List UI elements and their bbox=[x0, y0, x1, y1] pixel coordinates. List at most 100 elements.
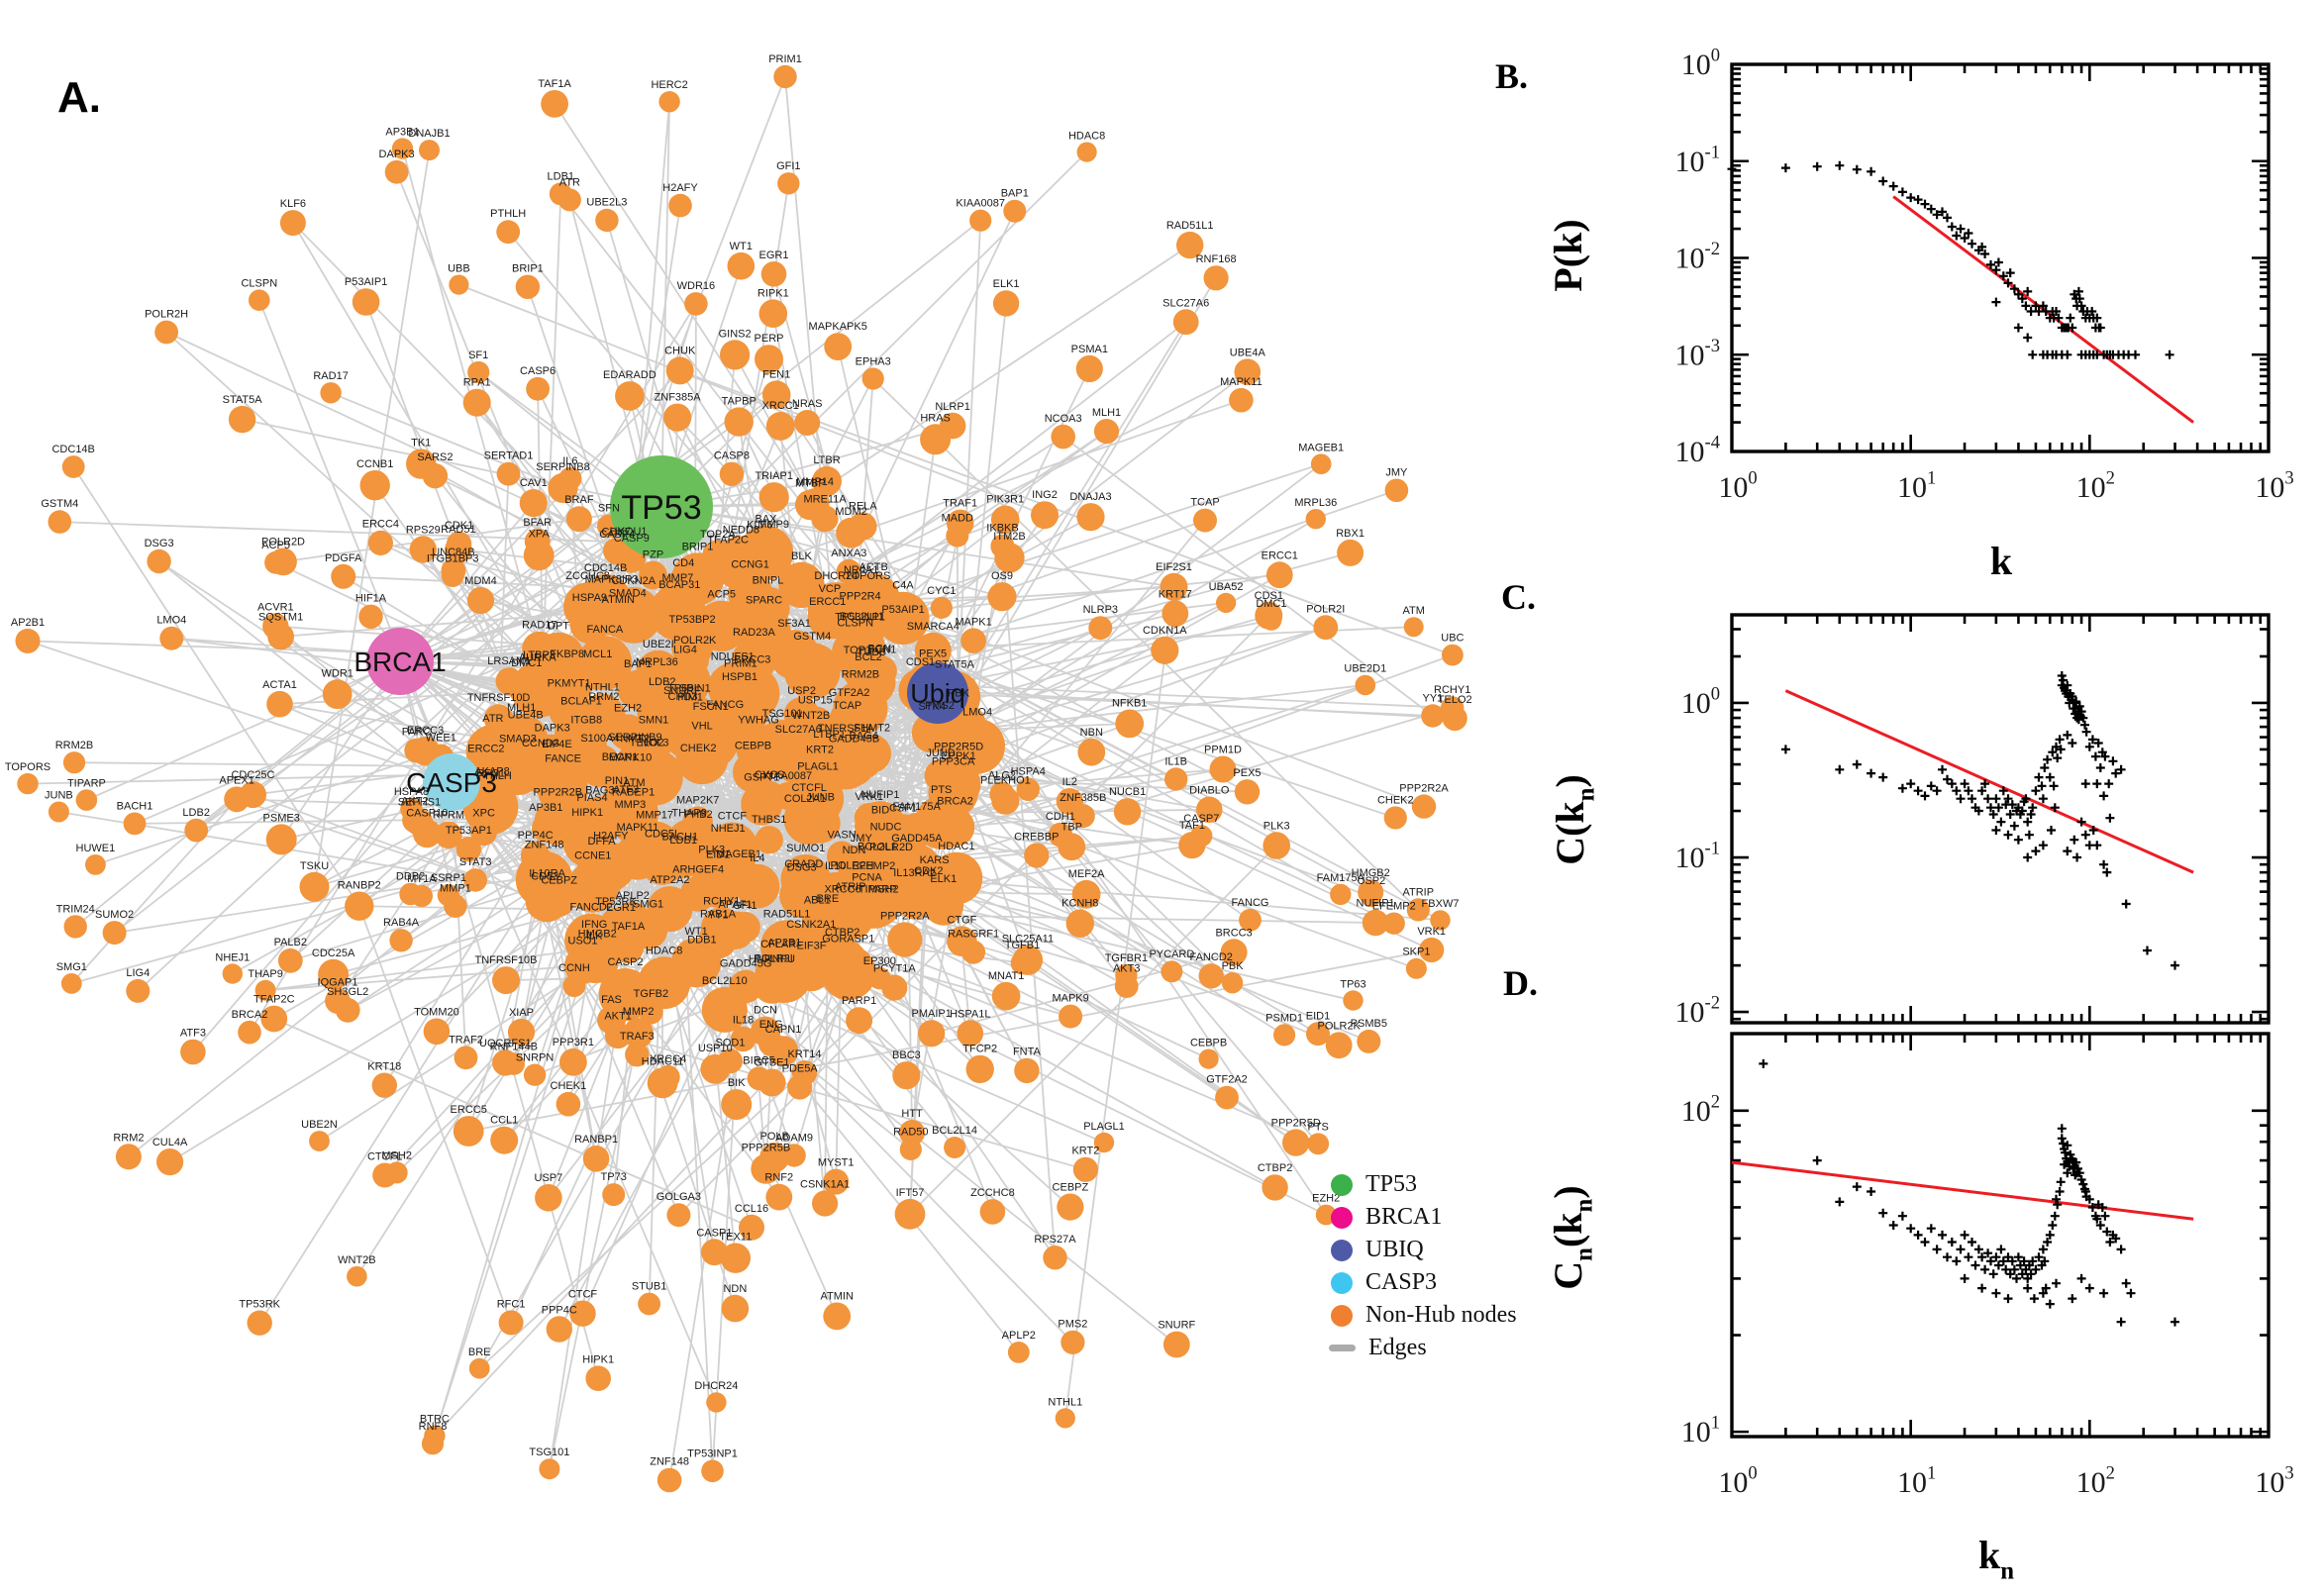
legend-label: CASP3 bbox=[1365, 1269, 1438, 1295]
network-node-label: AP2B1 bbox=[767, 938, 801, 949]
network-node bbox=[1262, 832, 1290, 859]
tick-label: 103 bbox=[2255, 1463, 2293, 1500]
network-node-label: MCL1 bbox=[583, 648, 612, 660]
network-node-label: SF1 bbox=[468, 349, 488, 361]
network-node-label: MMP9 bbox=[758, 519, 789, 531]
network-node bbox=[126, 978, 151, 1003]
network-node-label: SARS2 bbox=[417, 451, 453, 463]
network-node-label: HDAC8 bbox=[646, 945, 682, 956]
network-node-label: AP3B1 bbox=[529, 802, 562, 814]
network-node-label: MMP1 bbox=[440, 883, 471, 895]
brca1-hub-swatch-icon bbox=[1331, 1206, 1353, 1229]
network-node bbox=[48, 510, 72, 534]
network-node bbox=[759, 1142, 790, 1173]
network-node-label: AKT3 bbox=[1113, 962, 1141, 974]
network-node-label: MAPK1 bbox=[955, 616, 991, 628]
network-node-label: TAF1A bbox=[538, 78, 571, 90]
network-node bbox=[608, 599, 648, 639]
network-node-label: BCL2L1 bbox=[858, 842, 897, 853]
network-node bbox=[309, 1131, 330, 1151]
network-node bbox=[765, 412, 795, 441]
network-node-label: BAG3 bbox=[585, 785, 614, 797]
network-edge bbox=[280, 660, 401, 841]
network-node-label: POLR2D bbox=[261, 537, 305, 549]
legend-label: Edges bbox=[1368, 1335, 1427, 1360]
network-node-label: WT1 bbox=[684, 926, 707, 938]
network-node-label: EID1 bbox=[1306, 1010, 1330, 1022]
network-node-label: STAT5A bbox=[223, 394, 263, 406]
network-node-label: TBP bbox=[1061, 821, 1082, 833]
network-node-label: ATR bbox=[482, 713, 503, 725]
network-node bbox=[565, 506, 592, 533]
network-node-label: CSNK1A1 bbox=[800, 1178, 850, 1190]
network-node-label: BRCC3 bbox=[734, 654, 770, 666]
network-node bbox=[569, 1300, 596, 1327]
network-node bbox=[727, 251, 756, 280]
network-node bbox=[795, 931, 828, 963]
network-node-label: FKBP8 bbox=[550, 648, 584, 660]
network-edge bbox=[280, 609, 612, 638]
network-node-label: WDR1 bbox=[322, 667, 354, 679]
network-node-label: MDM4 bbox=[464, 575, 496, 587]
network-node bbox=[761, 380, 791, 410]
network-node bbox=[567, 804, 617, 853]
network-node-label: KLF6 bbox=[280, 198, 306, 210]
network-node bbox=[1160, 572, 1188, 601]
network-node-label: PLAGL1 bbox=[1083, 1121, 1125, 1133]
network-node bbox=[60, 973, 82, 994]
network-node-label: PMAIP1 bbox=[912, 1008, 952, 1020]
network-node-label: CDS1 bbox=[906, 656, 935, 668]
network-node-label: CRADD bbox=[784, 858, 823, 870]
network-node-label: KIAA0087 bbox=[763, 770, 813, 782]
network-node bbox=[541, 90, 568, 118]
network-node bbox=[371, 1072, 397, 1098]
network-node-label: NDN bbox=[723, 1283, 747, 1295]
network-node-label: SEPHS1 bbox=[398, 797, 441, 809]
network-node-label: USP2 bbox=[1358, 875, 1386, 887]
network-node bbox=[899, 1138, 922, 1160]
network-node bbox=[277, 948, 303, 973]
network-node-label: MT1A bbox=[407, 873, 437, 885]
network-node bbox=[1282, 1129, 1310, 1156]
network-node-label: RPRM bbox=[433, 810, 464, 822]
network-node-label: RAD51 bbox=[441, 524, 475, 536]
network-node bbox=[719, 461, 745, 486]
network-node bbox=[463, 868, 488, 892]
network-node bbox=[449, 274, 469, 295]
network-node-label: ATM bbox=[623, 777, 645, 789]
network-node-label: GADD45G bbox=[720, 958, 772, 970]
network-node-label: SUMO1 bbox=[786, 843, 825, 854]
network-node bbox=[1055, 1408, 1075, 1429]
network-node-label: HTT bbox=[901, 1108, 923, 1120]
network-node bbox=[914, 632, 952, 669]
network-node-label: TGFB2 bbox=[634, 988, 668, 1000]
tick-labels: 100 10-1 10-2 bbox=[1675, 683, 1721, 1029]
network-node-label: ENG bbox=[759, 1019, 783, 1031]
network-node-label: BBC3 bbox=[892, 1049, 921, 1061]
network-node-label: RBX1 bbox=[1336, 528, 1364, 540]
network-node-label: PYCARD bbox=[1149, 948, 1194, 960]
network-node-label: HSPA9 bbox=[572, 592, 607, 604]
network-node-label: DHCR24 bbox=[814, 570, 858, 582]
network-node bbox=[1059, 1004, 1083, 1029]
network-node-label: OS9 bbox=[991, 570, 1013, 582]
network-node-label: CREBBP bbox=[1014, 831, 1059, 843]
network-node-label: CDH1 bbox=[1046, 811, 1075, 823]
network-node bbox=[801, 906, 833, 938]
network-node bbox=[345, 891, 374, 921]
network-edge bbox=[676, 417, 939, 694]
network-node bbox=[1405, 957, 1427, 979]
network-node-label: NUCB1 bbox=[1109, 786, 1146, 798]
network-node-label: PPP2R5D bbox=[1271, 1117, 1321, 1129]
network-node-label: RFC1 bbox=[476, 767, 505, 779]
network-node-label: FAM175A bbox=[893, 801, 942, 813]
network-node bbox=[556, 1091, 581, 1117]
network-node bbox=[559, 1047, 587, 1076]
network-node bbox=[987, 582, 1017, 612]
network-node-label: ATMIN bbox=[602, 594, 635, 606]
network-node-label: HIF1A bbox=[355, 593, 387, 605]
network-node bbox=[399, 882, 422, 906]
network-edge bbox=[954, 520, 1206, 828]
network-edge bbox=[954, 321, 1187, 698]
network-node bbox=[636, 649, 681, 695]
